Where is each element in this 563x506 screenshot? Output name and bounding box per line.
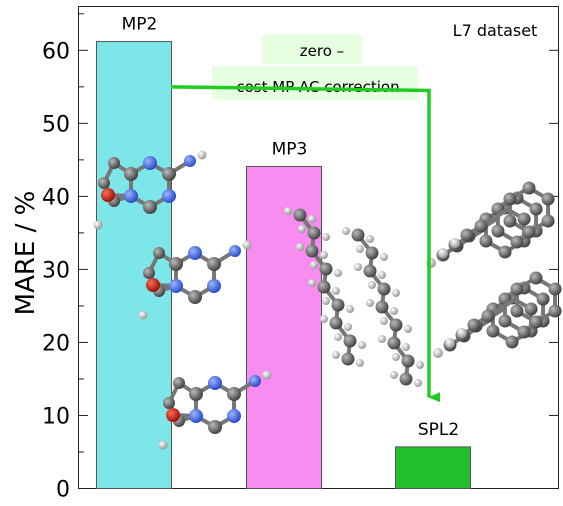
annotation-highlight-1 (262, 34, 362, 64)
annotation-highlight-2 (212, 66, 418, 100)
annotation-line-1: zero – (300, 42, 344, 60)
bar-mp2 (96, 41, 172, 490)
y-axis: 0 10 20 30 40 50 60 (42, 13, 559, 503)
bar-label-spl2: SPL2 (418, 420, 459, 440)
bar-labels: MP2 MP3 SPL2 (122, 15, 460, 440)
y-tick-label: 50 (42, 112, 70, 137)
bar-label-mp2: MP2 (122, 15, 158, 35)
y-axis-label: MARE / % (11, 191, 41, 316)
annotation-line-2: cost MP AC correction (236, 78, 399, 96)
y-tick-label: 30 (42, 258, 70, 283)
y-tick-label: 10 (42, 404, 70, 429)
y-tick-label: 40 (42, 185, 70, 210)
bar-spl2 (395, 446, 471, 490)
bar-label-mp3: MP3 (272, 139, 308, 159)
y-tick-label: 60 (42, 39, 70, 64)
correction-arrow (170, 85, 440, 403)
bars (96, 41, 471, 490)
molecule-images (93, 150, 562, 450)
y-tick-label: 20 (42, 331, 70, 356)
corner-label: L7 dataset (453, 21, 538, 40)
bar-mp3 (246, 165, 322, 489)
y-tick-label: 0 (56, 478, 70, 503)
